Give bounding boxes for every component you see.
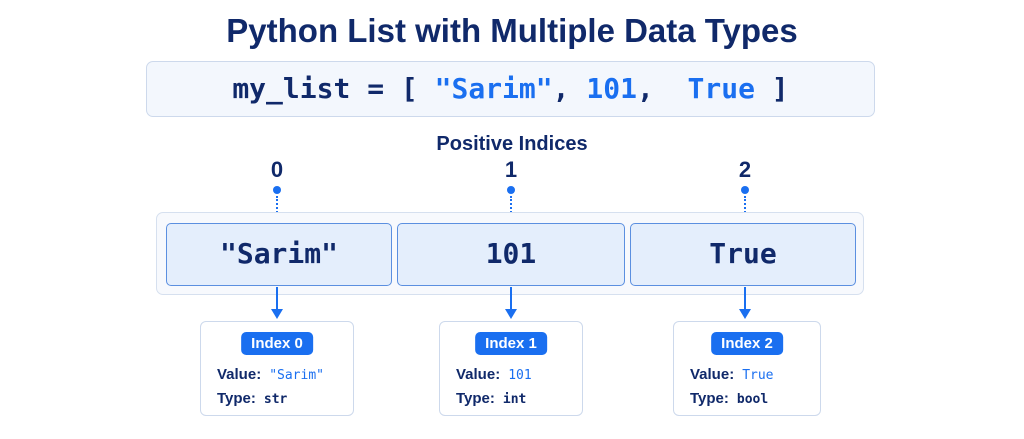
arrow-line-0 bbox=[276, 287, 278, 317]
value-label: Value: bbox=[456, 366, 501, 383]
type-text: bool bbox=[736, 392, 769, 407]
type-row: Type: str bbox=[217, 390, 287, 407]
indices-label: Positive Indices bbox=[436, 133, 588, 155]
code-item-1: 101 bbox=[586, 72, 637, 105]
value-label: Value: bbox=[217, 366, 262, 383]
index-dot-2 bbox=[741, 186, 749, 194]
value-row: Value: "Sarim" bbox=[217, 366, 324, 383]
code-prefix: my_list = [ bbox=[232, 72, 435, 105]
type-label: Type: bbox=[456, 390, 495, 407]
arrow-line-1 bbox=[510, 287, 512, 317]
index-card-2: Index 2 Value: True Type: bool bbox=[673, 321, 821, 416]
list-cell-2: True bbox=[630, 223, 856, 286]
index-badge: Index 2 bbox=[711, 332, 783, 355]
index-card-0: Index 0 Value: "Sarim" Type: str bbox=[200, 321, 354, 416]
value-row: Value: 101 bbox=[456, 366, 532, 383]
code-line: my_list = [ "Sarim", 101, True ] bbox=[146, 61, 875, 117]
value-text: True bbox=[742, 368, 774, 383]
index-badge: Index 1 bbox=[475, 332, 547, 355]
arrow-down-icon bbox=[739, 309, 751, 319]
index-number-1: 1 bbox=[504, 157, 518, 182]
index-connector-2 bbox=[744, 196, 746, 224]
value-label: Value: bbox=[690, 366, 735, 383]
list-cell-0: "Sarim" bbox=[166, 223, 392, 286]
code-item-0: "Sarim" bbox=[434, 72, 553, 105]
index-dot-0 bbox=[273, 186, 281, 194]
index-connector-1 bbox=[510, 196, 512, 224]
diagram-title: Python List with Multiple Data Types bbox=[226, 12, 798, 49]
type-row: Type: int bbox=[456, 390, 526, 407]
list-cell-1: 101 bbox=[397, 223, 625, 286]
code-item-2: True bbox=[687, 72, 755, 105]
type-label: Type: bbox=[690, 390, 729, 407]
value-text: "Sarim" bbox=[269, 368, 324, 383]
index-connector-0 bbox=[276, 196, 278, 224]
code-separator: , bbox=[636, 72, 688, 105]
type-text: str bbox=[263, 392, 288, 407]
arrow-line-2 bbox=[744, 287, 746, 317]
code-suffix: ] bbox=[754, 72, 789, 105]
type-text: int bbox=[502, 392, 527, 407]
index-card-1: Index 1 Value: 101 Type: int bbox=[439, 321, 583, 416]
index-dot-1 bbox=[507, 186, 515, 194]
arrow-down-icon bbox=[271, 309, 283, 319]
arrow-down-icon bbox=[505, 309, 517, 319]
index-badge: Index 0 bbox=[241, 332, 313, 355]
type-label: Type: bbox=[217, 390, 256, 407]
type-row: Type: bool bbox=[690, 390, 768, 407]
index-number-2: 2 bbox=[738, 157, 752, 182]
value-text: 101 bbox=[508, 368, 532, 383]
value-row: Value: True bbox=[690, 366, 774, 383]
code-separator: , bbox=[552, 72, 587, 105]
index-number-0: 0 bbox=[270, 157, 284, 182]
